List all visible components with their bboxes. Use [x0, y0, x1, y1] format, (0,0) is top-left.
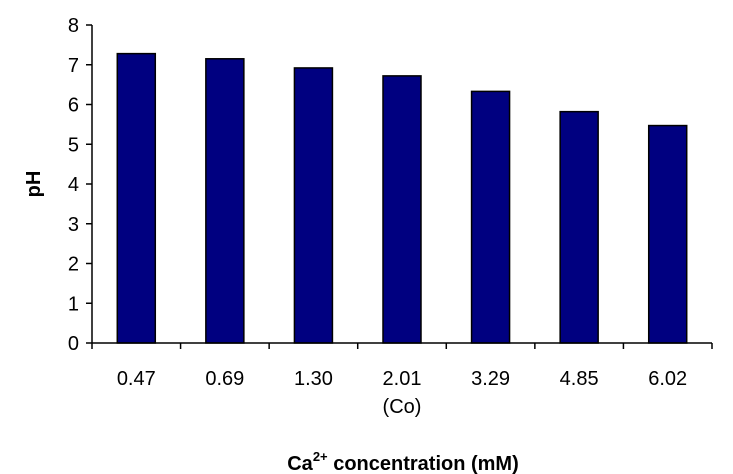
- x-tick-label: 2.01: [383, 368, 422, 390]
- x-tick-label: 1.30: [294, 368, 333, 390]
- x-tick-label: 3.29: [471, 368, 510, 390]
- x-axis-title: Ca2+ concentration (mM): [287, 449, 519, 474]
- x-tick-label: 6.02: [648, 368, 687, 390]
- bars: [116, 52, 688, 344]
- x-axis-title-rest: concentration (mM): [328, 453, 519, 474]
- y-axis-title: pH: [23, 171, 45, 198]
- y-ticks: 0 1 2 3 4 5 6 7 8: [68, 15, 92, 355]
- y-tick-label: 3: [68, 214, 79, 236]
- y-tick-label: 7: [68, 55, 79, 77]
- y-tick-label: 6: [68, 95, 79, 117]
- bar-2.01: [382, 75, 422, 344]
- x-axis-title-sup: 2+: [313, 449, 328, 464]
- bar-0.47: [116, 52, 157, 344]
- bar-4.85: [559, 110, 599, 344]
- bar-1.30: [293, 67, 334, 344]
- x-tick-label: 0.47: [117, 368, 156, 390]
- x-tick-label: 4.85: [560, 368, 599, 390]
- y-tick-label: 5: [68, 134, 79, 156]
- x-axis-title-main: Ca: [287, 453, 313, 474]
- x-tick-label: 0.69: [205, 368, 244, 390]
- y-tick-label: 4: [68, 174, 79, 196]
- bar-6.02: [647, 124, 688, 344]
- x-tick-sublabel: (Co): [383, 396, 422, 418]
- y-tick-label: 1: [68, 293, 79, 315]
- y-tick-label: 8: [68, 15, 79, 37]
- bar-3.29: [470, 90, 511, 344]
- bar-0.69: [205, 58, 245, 344]
- y-tick-label: 2: [68, 254, 79, 276]
- x-ticks: 0.47 0.69 1.30 2.01 (Co) 3.29 4.85 6.02: [91, 343, 713, 418]
- y-tick-label: 0: [68, 333, 79, 355]
